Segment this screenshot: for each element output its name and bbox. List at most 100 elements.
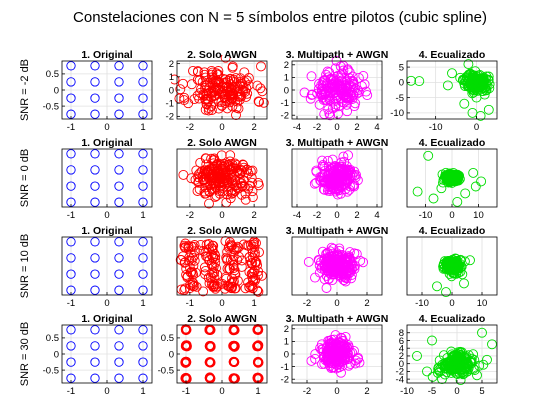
x-tick-label: 0 bbox=[219, 210, 224, 221]
scatter-point bbox=[337, 68, 348, 79]
scatter-point bbox=[468, 349, 479, 360]
scatter-point bbox=[323, 351, 334, 362]
subplot-title: 3. Multipath + AWGN bbox=[286, 225, 389, 237]
x-tick-label: 0 bbox=[219, 298, 224, 309]
scatter-point bbox=[225, 237, 235, 248]
subplot-title: 2. Solo AWGN bbox=[187, 313, 257, 325]
y-tick-label: 0 bbox=[54, 349, 59, 360]
scatter-point bbox=[306, 90, 317, 100]
scatter-point bbox=[341, 76, 352, 87]
scatter-point bbox=[201, 159, 212, 170]
scatter-point bbox=[447, 364, 458, 375]
scatter-point bbox=[225, 164, 236, 175]
scatter-point bbox=[114, 373, 124, 383]
scatter-point bbox=[220, 98, 231, 108]
scatter-point bbox=[342, 176, 353, 187]
x-tick-label: 0 bbox=[449, 298, 454, 309]
scatter-point bbox=[138, 341, 148, 351]
scatter-point bbox=[325, 110, 336, 121]
scatter-point bbox=[201, 251, 212, 262]
scatter-point bbox=[138, 325, 148, 335]
scatter-point bbox=[314, 260, 325, 271]
scatter-point bbox=[468, 167, 479, 178]
x-tick-label: 0 bbox=[219, 122, 224, 133]
scatter-point bbox=[195, 157, 206, 168]
scatter-point bbox=[192, 186, 203, 196]
x-tick-label: 2 bbox=[251, 122, 256, 133]
y-tick-label: -0.5 bbox=[43, 365, 59, 376]
scatter-point bbox=[192, 74, 203, 85]
x-tick-label: 10 bbox=[473, 210, 484, 221]
scatter-point bbox=[452, 258, 462, 269]
scatter-point bbox=[303, 256, 314, 267]
scatter-point bbox=[229, 340, 240, 351]
scatter-point bbox=[247, 192, 258, 203]
scatter-point bbox=[90, 341, 100, 351]
scatter-point bbox=[312, 88, 323, 99]
scatter-point bbox=[332, 257, 343, 268]
scatter-point bbox=[256, 61, 266, 72]
scatter-point bbox=[207, 260, 218, 271]
x-tick-label: -1 bbox=[186, 298, 194, 309]
x-tick-label: -10 bbox=[429, 122, 443, 133]
scatter-point bbox=[348, 78, 359, 89]
scatter-point bbox=[180, 238, 191, 249]
scatter-point bbox=[248, 276, 258, 287]
y-tick-label: 2 bbox=[169, 59, 174, 70]
scatter-point bbox=[66, 325, 76, 335]
scatter-point bbox=[211, 76, 222, 86]
scatter-point bbox=[465, 255, 475, 266]
scatter-point bbox=[331, 184, 342, 195]
scatter-point bbox=[468, 70, 479, 81]
scatter-point bbox=[471, 92, 482, 103]
scatter-point bbox=[114, 61, 124, 71]
scatter-point bbox=[337, 269, 348, 280]
scatter-point bbox=[232, 165, 243, 176]
scatter-point bbox=[472, 370, 482, 381]
scatter-point bbox=[188, 65, 198, 76]
scatter-point bbox=[114, 357, 124, 367]
x-tick-label: -1 bbox=[67, 210, 75, 221]
scatter-point bbox=[339, 89, 349, 100]
scatter-point bbox=[234, 94, 245, 105]
scatter-point bbox=[353, 352, 363, 363]
scatter-point bbox=[428, 193, 439, 204]
scatter-point bbox=[187, 267, 198, 278]
scatter-point bbox=[247, 186, 258, 197]
scatter-point bbox=[250, 257, 261, 268]
x-tick-label: -2 bbox=[303, 298, 311, 309]
scatter-points bbox=[406, 59, 495, 121]
scatter-point bbox=[179, 257, 190, 268]
scatter-point bbox=[138, 61, 148, 71]
scatter-point bbox=[343, 150, 354, 161]
scatter-point bbox=[306, 71, 317, 82]
scatter-point bbox=[228, 276, 239, 287]
scatter-point bbox=[213, 103, 224, 114]
scatter-point bbox=[217, 81, 228, 92]
scatter-point bbox=[225, 150, 236, 161]
scatter-point bbox=[204, 255, 215, 265]
y-tick-label: 1 bbox=[169, 72, 174, 83]
x-tick-label: 4 bbox=[374, 210, 379, 221]
scatter-points bbox=[299, 55, 373, 121]
scatter-point bbox=[316, 263, 327, 274]
scatter-point bbox=[474, 360, 485, 371]
scatter-point bbox=[228, 88, 239, 99]
subplot-title: 4. Ecualizado bbox=[419, 225, 486, 237]
subplot-title: 1. Original bbox=[81, 137, 132, 149]
subplot-title: 2. Solo AWGN bbox=[187, 225, 257, 237]
subplot-r1c2: -2 0 2 -2 -1 0 1 2 2. Solo AWGN bbox=[166, 49, 269, 133]
scatter-point bbox=[435, 366, 446, 377]
scatter-point bbox=[90, 285, 100, 295]
scatter-point bbox=[452, 196, 463, 207]
x-tick-label: 0 bbox=[449, 210, 454, 221]
subplot-title: 4. Ecualizado bbox=[419, 49, 486, 61]
scatter-point bbox=[227, 185, 238, 195]
scatter-point bbox=[323, 104, 334, 115]
subplot-title: 1. Original bbox=[81, 313, 132, 325]
scatter-point bbox=[181, 357, 192, 368]
scatter-point bbox=[189, 280, 200, 291]
scatter-point bbox=[328, 165, 339, 176]
scatter-point bbox=[249, 247, 260, 258]
y-tick-label: -2 bbox=[281, 375, 289, 386]
